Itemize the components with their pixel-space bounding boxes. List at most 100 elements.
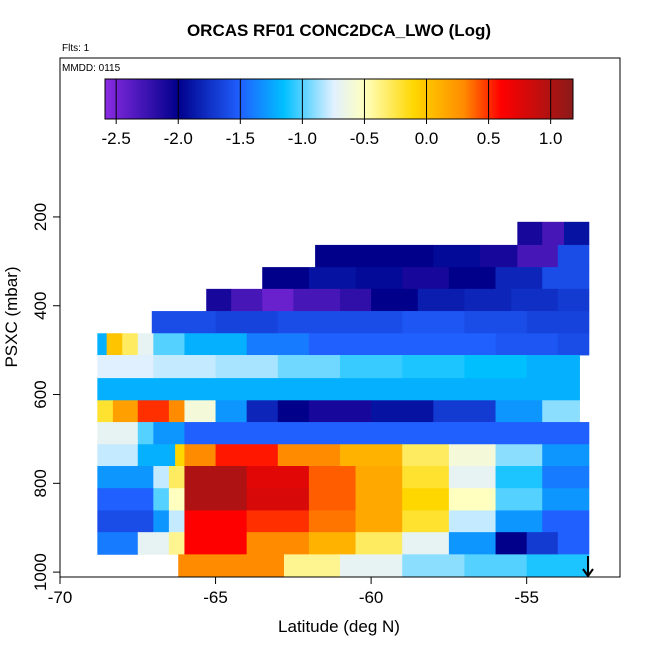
- heatmap-cell: [215, 355, 279, 379]
- heatmap-cell: [402, 355, 465, 379]
- y-tick-label: 600: [31, 380, 50, 408]
- heatmap-cell: [206, 288, 232, 312]
- heatmap-cell: [355, 466, 403, 489]
- colorbar: [104, 78, 574, 120]
- heatmap-cell: [215, 400, 248, 423]
- heatmap-cell: [308, 466, 356, 489]
- heatmap-cell: [371, 288, 419, 312]
- y-tick-label: 800: [31, 469, 50, 497]
- heatmap-cell: [340, 288, 372, 312]
- arrow: [582, 556, 594, 578]
- heatmap-cell: [215, 311, 279, 334]
- heatmap-cell: [464, 554, 528, 577]
- heatmap-cell: [340, 444, 403, 467]
- heatmap-cell: [137, 400, 170, 423]
- heatmap-cell: [153, 510, 170, 533]
- heatmap-cell: [511, 288, 559, 312]
- y-tick-label: 200: [31, 203, 50, 231]
- heatmap-cell: [495, 488, 543, 511]
- heatmap-cell: [542, 466, 590, 489]
- x-tick-label: -65: [203, 588, 228, 607]
- colorbar-tick-label: -2.0: [164, 129, 193, 148]
- heatmap-cell: [308, 267, 356, 290]
- heatmap-cell: [97, 510, 154, 533]
- heatmap-cell: [557, 244, 590, 268]
- heatmap-cell: [402, 267, 450, 290]
- heatmap-cell: [153, 333, 185, 356]
- heatmap-cell: [371, 400, 434, 423]
- heatmap-cell: [168, 400, 185, 423]
- heatmap-cell: [246, 400, 279, 423]
- heatmap-cell: [340, 355, 403, 379]
- heatmap-cell: [184, 444, 216, 467]
- chart-title: ORCAS RF01 CONC2DCA_LWO (Log): [187, 21, 491, 40]
- heatmap-cell: [153, 355, 216, 379]
- heatmap-cell: [308, 400, 372, 423]
- heatmap-cell: [557, 333, 590, 356]
- heatmap-cell: [448, 488, 496, 511]
- heatmap-cell: [137, 444, 176, 467]
- heatmap-cell: [526, 311, 590, 334]
- heatmap-cell: [97, 333, 108, 356]
- heatmap-cell: [371, 244, 434, 268]
- heatmap-cell: [184, 488, 248, 511]
- heatmap-cell: [542, 444, 590, 467]
- heatmap-cell: [355, 488, 403, 511]
- heatmap-cell: [122, 333, 139, 356]
- heatmap-cell: [184, 532, 248, 555]
- heatmap-cell: [448, 444, 496, 467]
- heatmap-cell: [112, 400, 139, 423]
- heatmap-cell: [402, 532, 450, 555]
- heatmap-cell: [277, 400, 310, 423]
- heatmap-cell: [168, 510, 185, 533]
- heatmap-cell: [184, 510, 248, 533]
- heatmap-cell: [448, 532, 496, 555]
- heatmap-cell: [340, 311, 403, 334]
- y-tick-label: 400: [31, 292, 50, 320]
- heatmap-cell: [402, 466, 450, 489]
- heatmap-cell: [308, 510, 356, 533]
- heatmap-cell: [526, 554, 590, 577]
- heatmap-cell: [153, 422, 185, 445]
- heatmap-cell: [495, 510, 543, 533]
- colorbar-tick-label: 0.0: [415, 129, 439, 148]
- heatmap-cell: [168, 466, 185, 489]
- heatmap-cell: [402, 554, 465, 577]
- heatmap-cell: [178, 554, 285, 577]
- heatmap-cell: [433, 333, 496, 356]
- heatmap-cell: [517, 244, 559, 268]
- heatmap-cell: [153, 488, 170, 511]
- heatmap-cell: [517, 221, 543, 246]
- heatmap-cell: [308, 333, 372, 356]
- heatmap-cell: [97, 466, 154, 489]
- colorbar-tick-label: -1.0: [288, 129, 317, 148]
- heatmap-cell: [417, 288, 465, 312]
- flights-label: Flts: 1: [62, 43, 90, 54]
- heatmap-cell: [293, 288, 341, 312]
- heatmap-cell: [151, 311, 216, 334]
- heatmap-cell: [184, 422, 590, 445]
- heatmap-cell: [184, 333, 248, 356]
- heatmap-cell: [495, 400, 543, 423]
- heatmap-cell: [215, 444, 279, 467]
- heatmap-cell: [464, 311, 528, 334]
- heatmap-cell: [480, 244, 518, 268]
- heatmap-cell: [542, 221, 565, 246]
- heatmap-cell: [106, 333, 123, 356]
- heatmap-cell: [262, 267, 310, 290]
- heatmap-cell: [246, 510, 310, 533]
- heatmap-cell: [97, 532, 139, 555]
- heatmap-cell: [340, 554, 403, 577]
- heatmap-cell: [542, 267, 590, 290]
- date-label: MMDD: 0115: [62, 63, 121, 74]
- heatmap-cell: [175, 444, 185, 467]
- heatmap-cell: [246, 466, 310, 489]
- heatmap-cell: [277, 355, 341, 379]
- heatmap-cell: [137, 422, 154, 445]
- colorbar-tick-label: 0.5: [477, 129, 501, 148]
- heatmap-cell: [246, 333, 310, 356]
- colorbar-tick-label: -2.5: [102, 129, 131, 148]
- heatmap-cell: [308, 532, 356, 555]
- heatmap-cell: [97, 355, 154, 379]
- heatmap-cell: [284, 554, 341, 577]
